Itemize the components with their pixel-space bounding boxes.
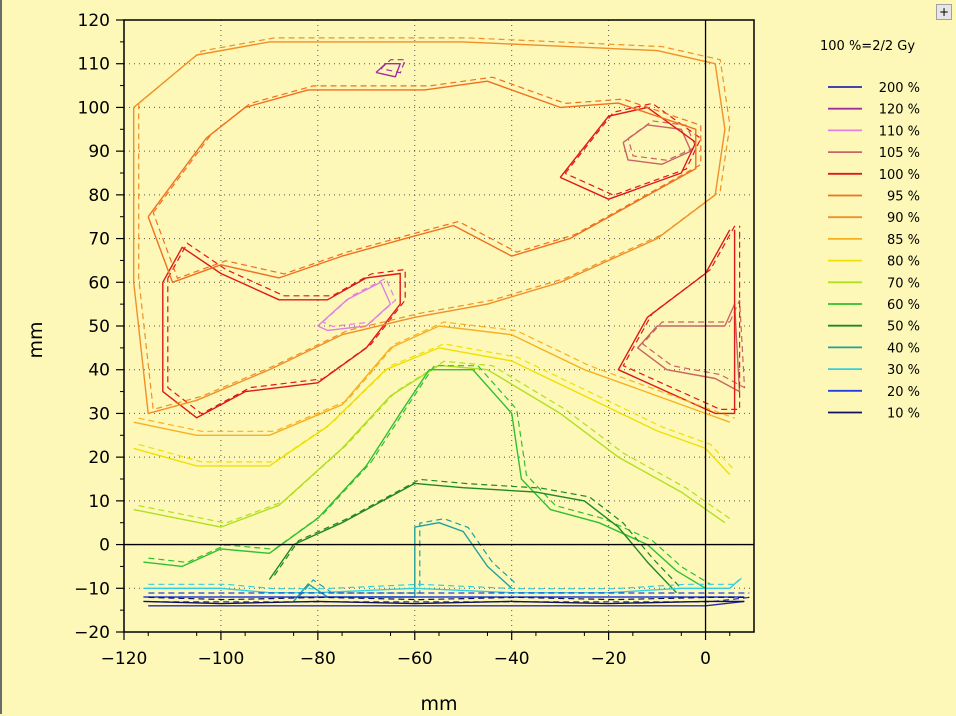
y-tick-label: 20 [88, 448, 110, 468]
x-axis-title: mm [420, 693, 457, 715]
contour-line-10 [133, 325, 731, 436]
expand-button[interactable]: + [936, 4, 952, 20]
x-tick-label: −120 [101, 649, 148, 669]
y-tick-label: 120 [78, 11, 110, 31]
contour-line-4 [637, 303, 741, 393]
y-tick-label: −10 [74, 579, 110, 599]
x-tick-label: −100 [198, 649, 245, 669]
contour-line-dashed-12 [138, 360, 731, 524]
contour-line-5 [162, 246, 401, 419]
legend-label-3: 105 % [879, 146, 920, 161]
contour-line-dashed-9 [138, 37, 731, 411]
y-tick-label: −20 [74, 623, 110, 643]
contour-line-9 [133, 41, 726, 415]
contour-line-dashed-11 [138, 343, 736, 472]
crosshair [124, 20, 754, 632]
y-tick-label: 100 [78, 98, 110, 118]
axes: −120 −100 −80 −60 −40 −20 01201101009080706050… [74, 11, 731, 669]
y-tick-label: 40 [88, 361, 110, 381]
contour-line-11 [133, 347, 731, 476]
contour-line-dashed-14 [273, 478, 682, 590]
legend-title: 100 %=2/2 Gy [820, 39, 915, 54]
x-tick-label: −20 [591, 649, 627, 669]
x-tick-label: −40 [494, 649, 530, 669]
y-tick-label: 60 [88, 273, 110, 293]
legend-label-14: 20 % [887, 385, 920, 400]
legend-label-13: 30 % [887, 363, 920, 378]
legend-label-11: 50 % [887, 320, 920, 335]
contour-line-dashed-2 [322, 277, 397, 328]
contour-line-13 [143, 369, 706, 589]
legend-label-9: 70 % [887, 276, 920, 291]
contour-line-14 [268, 482, 678, 594]
contour-line-2 [317, 281, 392, 332]
contour-line-0 [148, 600, 745, 607]
contour-line-8 [147, 80, 697, 283]
legend-label-1: 120 % [879, 103, 920, 118]
legend-label-0: 200 % [879, 81, 920, 96]
y-tick-label: 90 [88, 142, 110, 162]
y-tick-label: 50 [88, 317, 110, 337]
contour-line-dashed-8 [152, 76, 702, 280]
y-axis-title: mm [25, 321, 47, 358]
contour-line-15 [293, 522, 513, 602]
contour-line-dashed-1 [380, 59, 407, 74]
contour-line-dashed-6 [564, 102, 702, 196]
y-tick-label: 110 [78, 55, 110, 75]
y-tick-label: 80 [88, 186, 110, 206]
legend-label-7: 85 % [887, 233, 920, 248]
contour-line-dashed-15 [298, 518, 518, 598]
legend-label-5: 95 % [887, 190, 920, 205]
contour-line-7 [617, 229, 736, 415]
x-tick-label: 0 [700, 649, 711, 669]
contour-line-18 [143, 600, 745, 605]
y-tick-label: 70 [88, 230, 110, 250]
contour-line-dashed-16 [148, 575, 745, 590]
legend-label-4: 100 % [879, 168, 920, 183]
y-tick-label: 10 [88, 492, 110, 512]
legend-label-12: 40 % [887, 341, 920, 356]
legend-label-2: 110 % [879, 124, 920, 139]
legend: 200 % 120 % 110 % 105 % 100 % 95 % 90 % 85 % 80 … [828, 81, 920, 422]
x-tick-label: −60 [397, 649, 433, 669]
y-tick-label: 0 [99, 536, 110, 556]
legend-label-15: 10 % [887, 407, 920, 422]
legend-label-6: 90 % [887, 211, 920, 226]
contour-line-dashed-10 [138, 321, 736, 432]
legend-label-10: 60 % [887, 298, 920, 313]
contour-line-dashed-7 [622, 225, 741, 410]
legend-label-8: 80 % [887, 255, 920, 270]
x-tick-label: −80 [300, 649, 336, 669]
contour-line-dashed-5 [167, 242, 406, 415]
contour-line-dashed-3 [627, 120, 697, 161]
contour-line-dashed-18 [148, 596, 750, 601]
y-tick-label: 30 [88, 404, 110, 424]
contour-line-dashed-4 [641, 299, 746, 389]
contour-lines [133, 37, 750, 607]
